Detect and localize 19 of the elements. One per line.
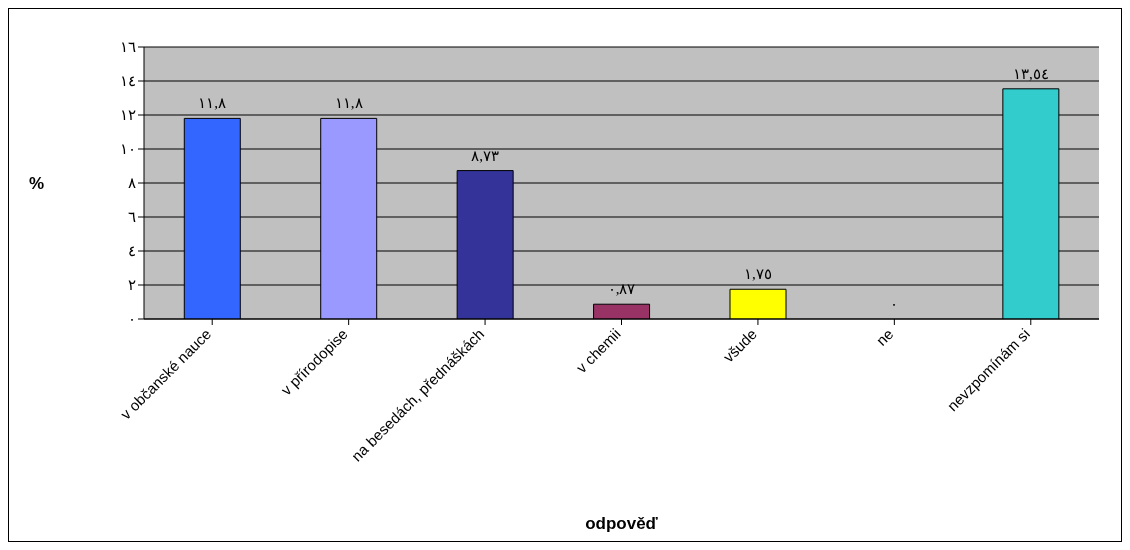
y-tick-label: ٦ bbox=[128, 209, 136, 226]
data-label: ١١,٨ bbox=[334, 95, 363, 112]
y-tick-label: ١٤ bbox=[120, 73, 136, 90]
data-label: ٠ bbox=[890, 296, 899, 312]
data-label: ١١,٨ bbox=[198, 95, 227, 112]
x-tick-label: ne bbox=[872, 325, 897, 349]
y-tick-label: ٢ bbox=[128, 277, 136, 294]
data-label: ٠,٨٧ bbox=[607, 281, 636, 298]
data-label: ١٣,٥٤ bbox=[1012, 65, 1049, 82]
data-label: ٨,٧٣ bbox=[471, 147, 499, 164]
x-axis-title: odpověď bbox=[585, 514, 659, 533]
data-label: ١,٧٥ bbox=[744, 266, 772, 283]
y-tick-label: ١٢ bbox=[120, 107, 136, 124]
y-tick-label: ٤ bbox=[128, 243, 136, 260]
y-tick-label: ٨ bbox=[128, 175, 136, 192]
y-tick-label: ٠ bbox=[128, 311, 136, 328]
y-axis-title: % bbox=[29, 174, 45, 194]
y-tick-label: ١٦ bbox=[120, 39, 136, 56]
y-tick-label: ١٠ bbox=[120, 141, 136, 158]
